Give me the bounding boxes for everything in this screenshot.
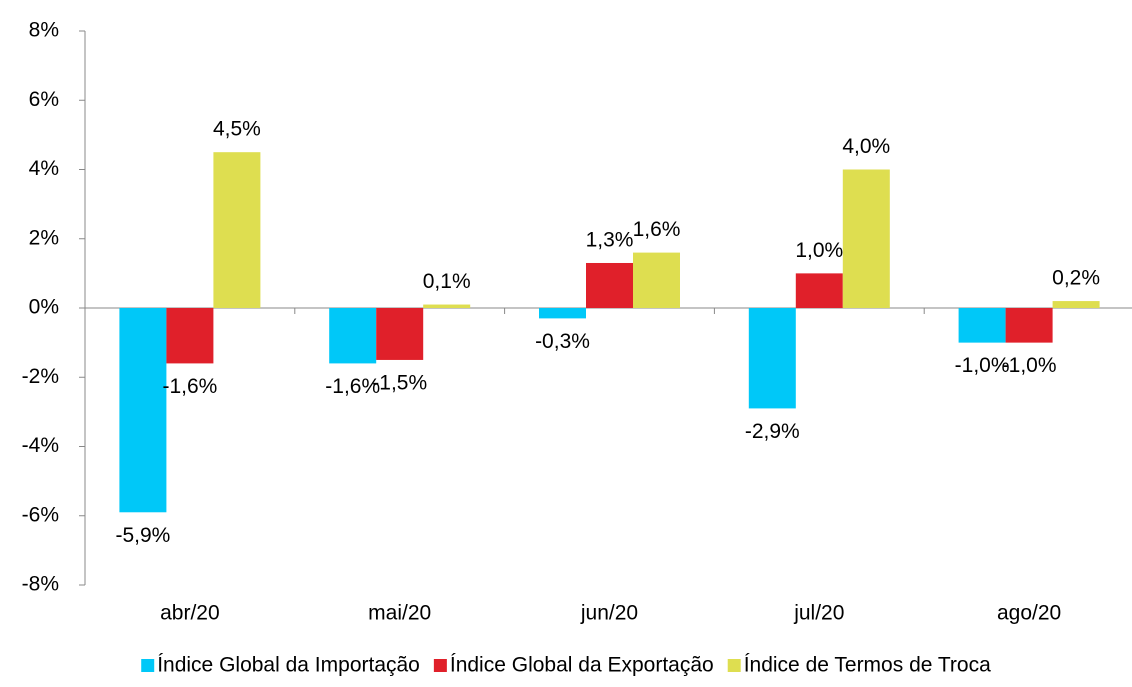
y-tick-label: 8% [29, 19, 59, 42]
data-label: 0,2% [1052, 267, 1100, 290]
bar [958, 308, 1006, 343]
y-tick-label: 4% [29, 157, 59, 180]
bar [213, 152, 261, 308]
y-tick-label: 0% [29, 296, 59, 319]
y-tick-label: 2% [29, 226, 59, 249]
bar [586, 262, 633, 308]
legend-marker [141, 659, 155, 672]
y-tick-label: 6% [29, 88, 59, 111]
bar [166, 308, 214, 364]
data-label: 1,0% [795, 239, 843, 262]
data-label: -1,6% [162, 375, 217, 398]
x-tick-label: abr/20 [160, 602, 220, 625]
bar [1005, 308, 1053, 343]
data-label: 4,5% [213, 118, 261, 141]
y-tick-label: -6% [22, 503, 59, 526]
legend-label: Índice de Termos de Troca [744, 654, 991, 677]
bar [539, 308, 586, 319]
bar [119, 308, 167, 513]
data-label: -1,5% [372, 371, 427, 394]
data-label: -0,3% [535, 330, 590, 353]
data-label: 1,3% [586, 229, 634, 252]
data-label: -2,9% [745, 420, 800, 443]
x-tick-label: mai/20 [368, 602, 431, 625]
legend-marker [433, 659, 447, 672]
legend-label: Índice Global da Importação [157, 654, 420, 677]
x-tick-label: jun/20 [580, 602, 638, 625]
bar [376, 308, 424, 360]
bar [795, 273, 843, 308]
data-label: 0,1% [423, 270, 471, 293]
x-tick-label: jul/20 [793, 602, 844, 625]
y-tick-label: -2% [22, 365, 59, 388]
data-label: -1,0% [955, 354, 1010, 377]
legend-marker [727, 659, 741, 672]
bar [329, 308, 377, 364]
bar [842, 169, 890, 308]
data-label: -5,9% [115, 524, 170, 547]
bar [633, 252, 680, 308]
bar [423, 304, 471, 308]
bar [1052, 301, 1100, 308]
bar [748, 308, 796, 409]
data-label: -1,0% [1002, 354, 1057, 377]
y-tick-label: -4% [22, 434, 59, 457]
x-tick-label: ago/20 [997, 602, 1061, 625]
data-label: 4,0% [842, 135, 890, 158]
y-tick-label: -8% [22, 573, 59, 596]
legend-label: Índice Global da Exportação [450, 654, 714, 677]
data-label: 1,6% [633, 218, 681, 241]
data-label: -1,6% [325, 375, 380, 398]
